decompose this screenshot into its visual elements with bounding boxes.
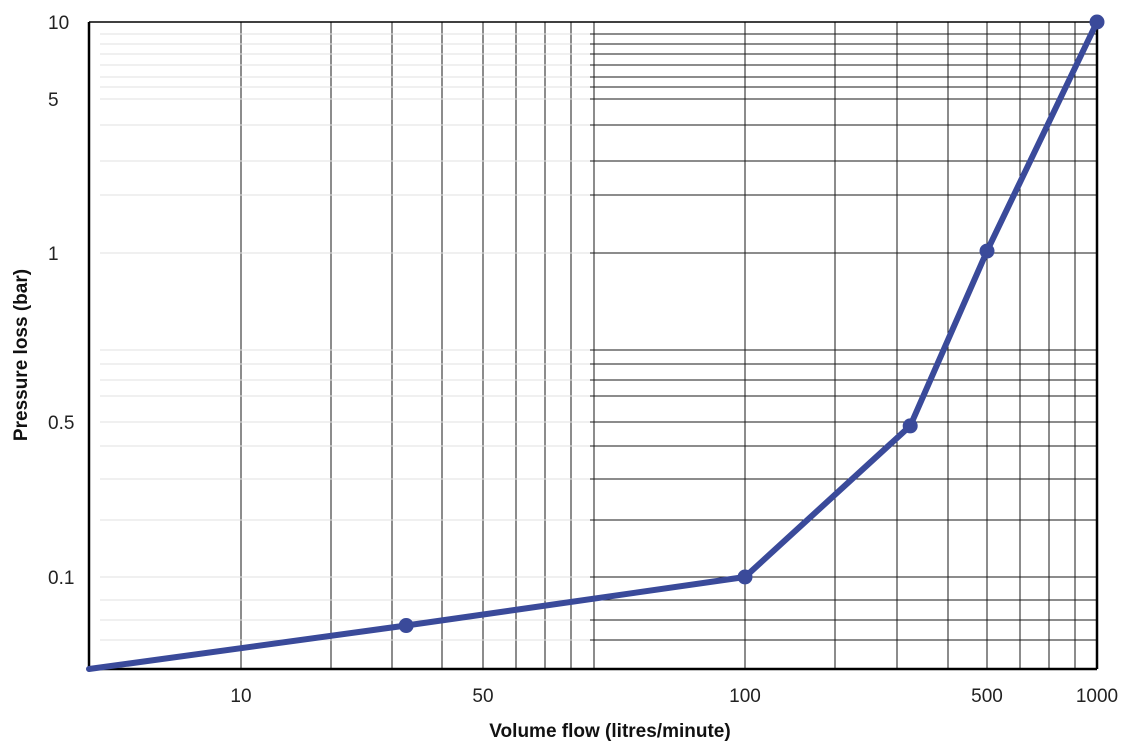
data-point [398,618,414,634]
data-point [979,243,995,259]
y-tick-label: 0.5 [48,413,74,434]
x-tick-label: 10 [230,686,251,707]
x-tick-labels: 10 50 100 500 1000 [230,686,1118,707]
vertical-gridlines [240,22,1076,669]
series-layer [86,14,1105,672]
y-axis-title: Pressure loss (bar) [11,269,32,441]
data-point [1089,14,1105,30]
plot-frame [87,21,1099,671]
y-tick-label: 10 [48,13,69,34]
y-tick-labels: 0.1 0.5 1 5 10 [48,13,74,589]
x-tick-label: 500 [971,686,1003,707]
x-axis-title: Volume flow (litres/minute) [489,721,730,742]
horizontal-gridlines [100,33,1097,641]
x-tick-label: 1000 [1076,686,1118,707]
x-tick-label: 100 [729,686,761,707]
data-point [737,569,753,585]
y-tick-label: 1 [48,244,59,265]
series-line [86,19,1100,672]
data-point [902,418,918,434]
y-tick-label: 0.1 [48,568,74,589]
x-tick-label: 50 [472,686,493,707]
y-tick-label: 5 [48,90,59,111]
